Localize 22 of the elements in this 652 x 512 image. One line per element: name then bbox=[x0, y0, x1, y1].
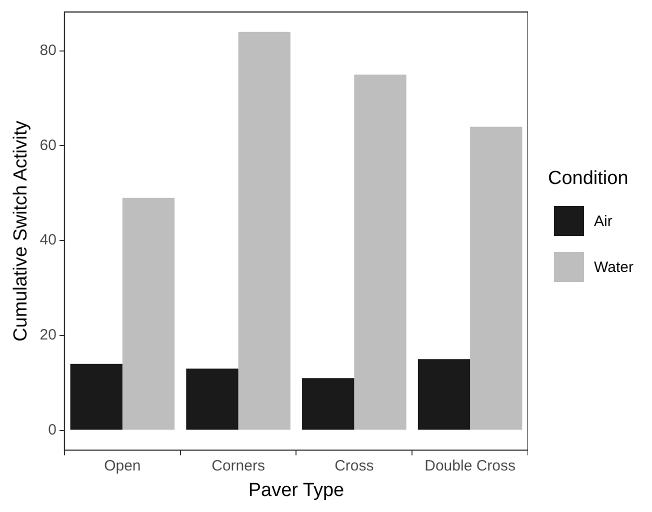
y-axis-title: Cumulative Switch Activity bbox=[10, 120, 32, 342]
bar bbox=[418, 359, 470, 430]
x-tick-label: Corners bbox=[212, 457, 265, 474]
x-tick-label: Double Cross bbox=[424, 457, 516, 474]
bar bbox=[70, 364, 122, 430]
bar bbox=[302, 378, 354, 430]
x-tick-label: Open bbox=[104, 457, 141, 474]
x-axis-title: Paver Type bbox=[248, 480, 344, 501]
y-tick-label: 0 bbox=[48, 421, 56, 438]
x-tick-label: Cross bbox=[334, 457, 374, 474]
bar bbox=[354, 74, 406, 430]
bar bbox=[186, 368, 238, 430]
y-tick-label: 40 bbox=[40, 232, 56, 249]
y-tick-label: 20 bbox=[40, 326, 56, 344]
legend-label: Air bbox=[594, 212, 612, 230]
bar bbox=[470, 126, 522, 430]
bar bbox=[122, 198, 175, 430]
y-tick-label: 80 bbox=[40, 42, 56, 60]
legend-label: Water bbox=[594, 258, 634, 276]
bar bbox=[238, 32, 290, 430]
legend-title: Condition bbox=[548, 168, 630, 190]
y-tick-label: 60 bbox=[40, 136, 56, 154]
